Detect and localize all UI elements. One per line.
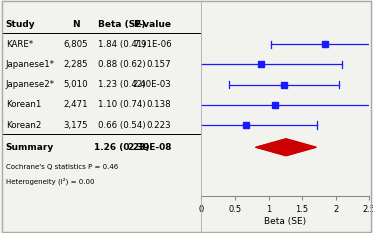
Text: 1.23 (0.42): 1.23 (0.42) — [98, 80, 145, 89]
Text: 0.138: 0.138 — [147, 100, 172, 109]
Text: 1.26 (0.23): 1.26 (0.23) — [94, 143, 149, 152]
Text: 0.88 (0.62): 0.88 (0.62) — [98, 60, 145, 69]
Text: Japanese1*: Japanese1* — [6, 60, 55, 69]
Text: Heterogeneity (I²) = 0.00: Heterogeneity (I²) = 0.00 — [6, 178, 94, 185]
Text: Japanese2*: Japanese2* — [6, 80, 55, 89]
Text: 6,805: 6,805 — [63, 40, 88, 49]
Text: N: N — [72, 20, 79, 29]
Text: Summary: Summary — [6, 143, 54, 152]
Text: 1.10 (0.74): 1.10 (0.74) — [98, 100, 145, 109]
Polygon shape — [256, 139, 316, 156]
Text: Korean1: Korean1 — [6, 100, 41, 109]
Text: 2.40E-03: 2.40E-03 — [133, 80, 172, 89]
Text: 2.39E-08: 2.39E-08 — [127, 143, 172, 152]
Text: 1.84 (0.41): 1.84 (0.41) — [98, 40, 145, 49]
Text: Beta (SE): Beta (SE) — [98, 20, 145, 29]
Text: 2,285: 2,285 — [63, 60, 88, 69]
Text: 7.91E-06: 7.91E-06 — [133, 40, 172, 49]
Text: Korean2: Korean2 — [6, 120, 41, 130]
Text: P-value: P-value — [134, 20, 172, 29]
Text: KARE*: KARE* — [6, 40, 33, 49]
Text: 3,175: 3,175 — [63, 120, 88, 130]
Text: 0.66 (0.54): 0.66 (0.54) — [98, 120, 145, 130]
Text: Cochrane's Q statistics P = 0.46: Cochrane's Q statistics P = 0.46 — [6, 164, 118, 171]
Text: Study: Study — [6, 20, 35, 29]
Text: 5,010: 5,010 — [63, 80, 88, 89]
Text: 0.157: 0.157 — [147, 60, 172, 69]
X-axis label: Beta (SE): Beta (SE) — [264, 216, 306, 226]
Text: 0.223: 0.223 — [147, 120, 172, 130]
Text: 2,471: 2,471 — [63, 100, 88, 109]
